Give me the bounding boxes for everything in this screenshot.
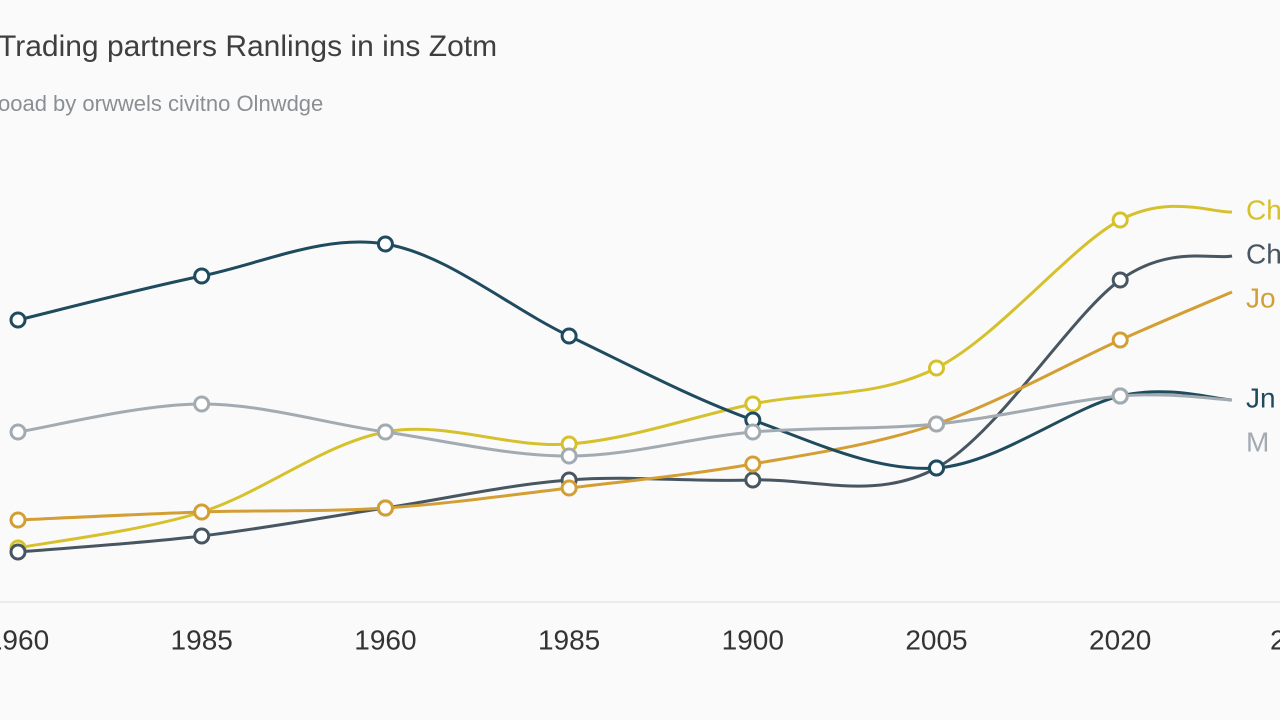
legend-label: Jn — [1246, 382, 1276, 413]
x-tick-label: 2005 — [905, 624, 967, 655]
data-point — [376, 499, 394, 517]
data-point — [9, 543, 27, 561]
x-tick-label: 1960 — [354, 624, 416, 655]
data-point — [193, 527, 211, 545]
x-tick-label: 1960 — [0, 624, 49, 655]
legend-label: M — [1246, 426, 1269, 457]
chart-subtitle: ooad by orwwels civitno Olnwdge — [0, 91, 323, 116]
data-point — [9, 511, 27, 529]
data-point — [744, 455, 762, 473]
data-point — [928, 359, 945, 377]
data-point — [1111, 331, 1129, 349]
data-point — [928, 459, 945, 477]
data-point — [1111, 211, 1129, 229]
x-tick-label: 1985 — [538, 624, 600, 655]
legend-label: Jo — [1246, 282, 1276, 313]
data-point — [928, 415, 945, 433]
legend-label: Ch — [1246, 194, 1280, 225]
data-point — [1111, 387, 1129, 405]
chart-title: Trading partners Ranlings in ins Zotm — [0, 30, 497, 63]
x-tick-label: 1900 — [722, 624, 784, 655]
data-point — [744, 423, 762, 441]
data-point — [376, 423, 394, 441]
series-line — [17, 240, 1233, 470]
x-tick-label: 2020 — [1089, 624, 1151, 655]
data-point — [560, 327, 578, 345]
data-point — [1111, 271, 1129, 289]
legend-label: Ch — [1246, 238, 1280, 269]
series-line — [17, 393, 1233, 458]
series-line — [17, 290, 1233, 522]
x-tick-label: 1985 — [171, 624, 233, 655]
data-point — [376, 235, 394, 253]
series-line — [17, 204, 1233, 550]
data-point — [744, 395, 762, 413]
data-point — [193, 503, 211, 521]
data-point — [744, 471, 762, 489]
data-point — [193, 395, 211, 413]
data-point — [193, 267, 211, 285]
data-point — [9, 423, 27, 441]
data-point — [560, 447, 578, 465]
series-line — [17, 254, 1233, 554]
data-point — [9, 311, 27, 329]
x-tick-label: 2 — [1270, 624, 1280, 655]
data-point — [560, 479, 578, 497]
